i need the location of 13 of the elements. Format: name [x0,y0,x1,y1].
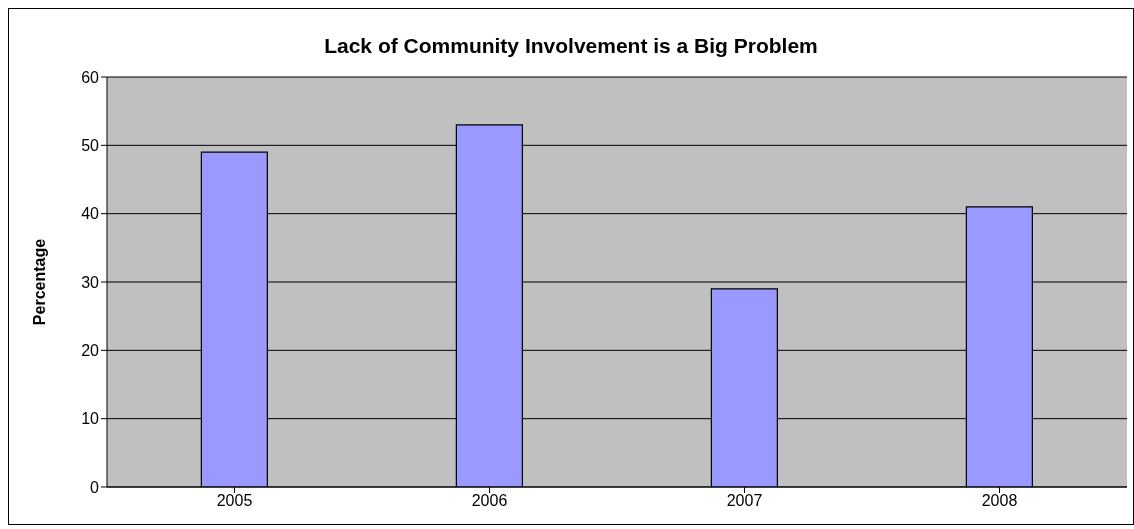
x-tick-label: 2006 [471,492,508,510]
y-tick-label: 40 [81,205,100,223]
y-tick-label: 60 [81,68,100,86]
y-tick-label: 10 [81,410,100,428]
chart-title: Lack of Community Involvement is a Big Problem [323,33,819,59]
x-tick-label: 2005 [216,492,253,510]
y-tick-label: 50 [81,137,100,155]
y-tick-label: 0 [90,478,100,496]
y-axis-title: Percentage [30,238,48,326]
y-tick-label: 20 [81,342,100,360]
x-tick-label: 2008 [981,492,1018,510]
y-tick-label: 30 [81,273,100,291]
x-tick-label: 2007 [726,492,763,510]
